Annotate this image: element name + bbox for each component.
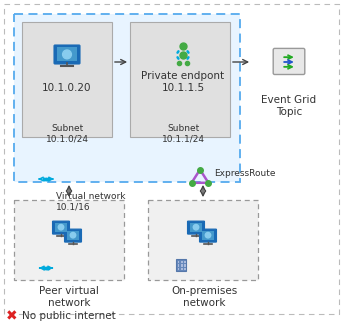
FancyBboxPatch shape — [188, 221, 204, 234]
FancyBboxPatch shape — [200, 229, 216, 242]
Text: On-premises
network: On-premises network — [171, 286, 237, 308]
FancyBboxPatch shape — [273, 48, 305, 75]
Text: Virtual network
10.1/16: Virtual network 10.1/16 — [56, 192, 126, 211]
Circle shape — [70, 232, 76, 238]
FancyBboxPatch shape — [202, 231, 214, 240]
FancyBboxPatch shape — [176, 259, 186, 271]
FancyBboxPatch shape — [181, 264, 183, 267]
FancyBboxPatch shape — [178, 264, 179, 267]
FancyBboxPatch shape — [14, 200, 124, 280]
FancyBboxPatch shape — [148, 200, 258, 280]
FancyBboxPatch shape — [4, 4, 339, 314]
FancyBboxPatch shape — [178, 261, 179, 263]
Text: 10.1.0.20: 10.1.0.20 — [42, 83, 92, 93]
FancyBboxPatch shape — [64, 229, 82, 242]
FancyBboxPatch shape — [181, 268, 183, 270]
FancyBboxPatch shape — [52, 221, 70, 234]
FancyBboxPatch shape — [57, 47, 77, 61]
Text: Private endpont
10.1.1.5: Private endpont 10.1.1.5 — [141, 71, 225, 93]
FancyBboxPatch shape — [190, 223, 202, 232]
FancyBboxPatch shape — [22, 22, 112, 137]
Circle shape — [205, 232, 211, 238]
FancyBboxPatch shape — [178, 268, 179, 270]
FancyBboxPatch shape — [55, 223, 68, 232]
FancyBboxPatch shape — [54, 45, 80, 64]
FancyBboxPatch shape — [14, 14, 240, 182]
FancyBboxPatch shape — [130, 22, 230, 137]
Text: Subnet
10.1.1/24: Subnet 10.1.1/24 — [162, 124, 204, 143]
Text: ExpressRoute: ExpressRoute — [214, 170, 275, 179]
FancyBboxPatch shape — [184, 264, 186, 267]
FancyBboxPatch shape — [181, 261, 183, 263]
FancyBboxPatch shape — [184, 268, 186, 270]
FancyBboxPatch shape — [184, 261, 186, 263]
Text: ✖: ✖ — [6, 309, 18, 323]
Circle shape — [193, 225, 199, 230]
Circle shape — [63, 50, 71, 59]
Text: No public internet: No public internet — [22, 311, 116, 321]
FancyBboxPatch shape — [67, 231, 79, 240]
Text: Event Grid
Topic: Event Grid Topic — [261, 95, 317, 117]
Circle shape — [58, 225, 64, 230]
Text: Peer virtual
network: Peer virtual network — [39, 286, 99, 308]
Text: Subnet
10.1.0/24: Subnet 10.1.0/24 — [46, 124, 88, 143]
